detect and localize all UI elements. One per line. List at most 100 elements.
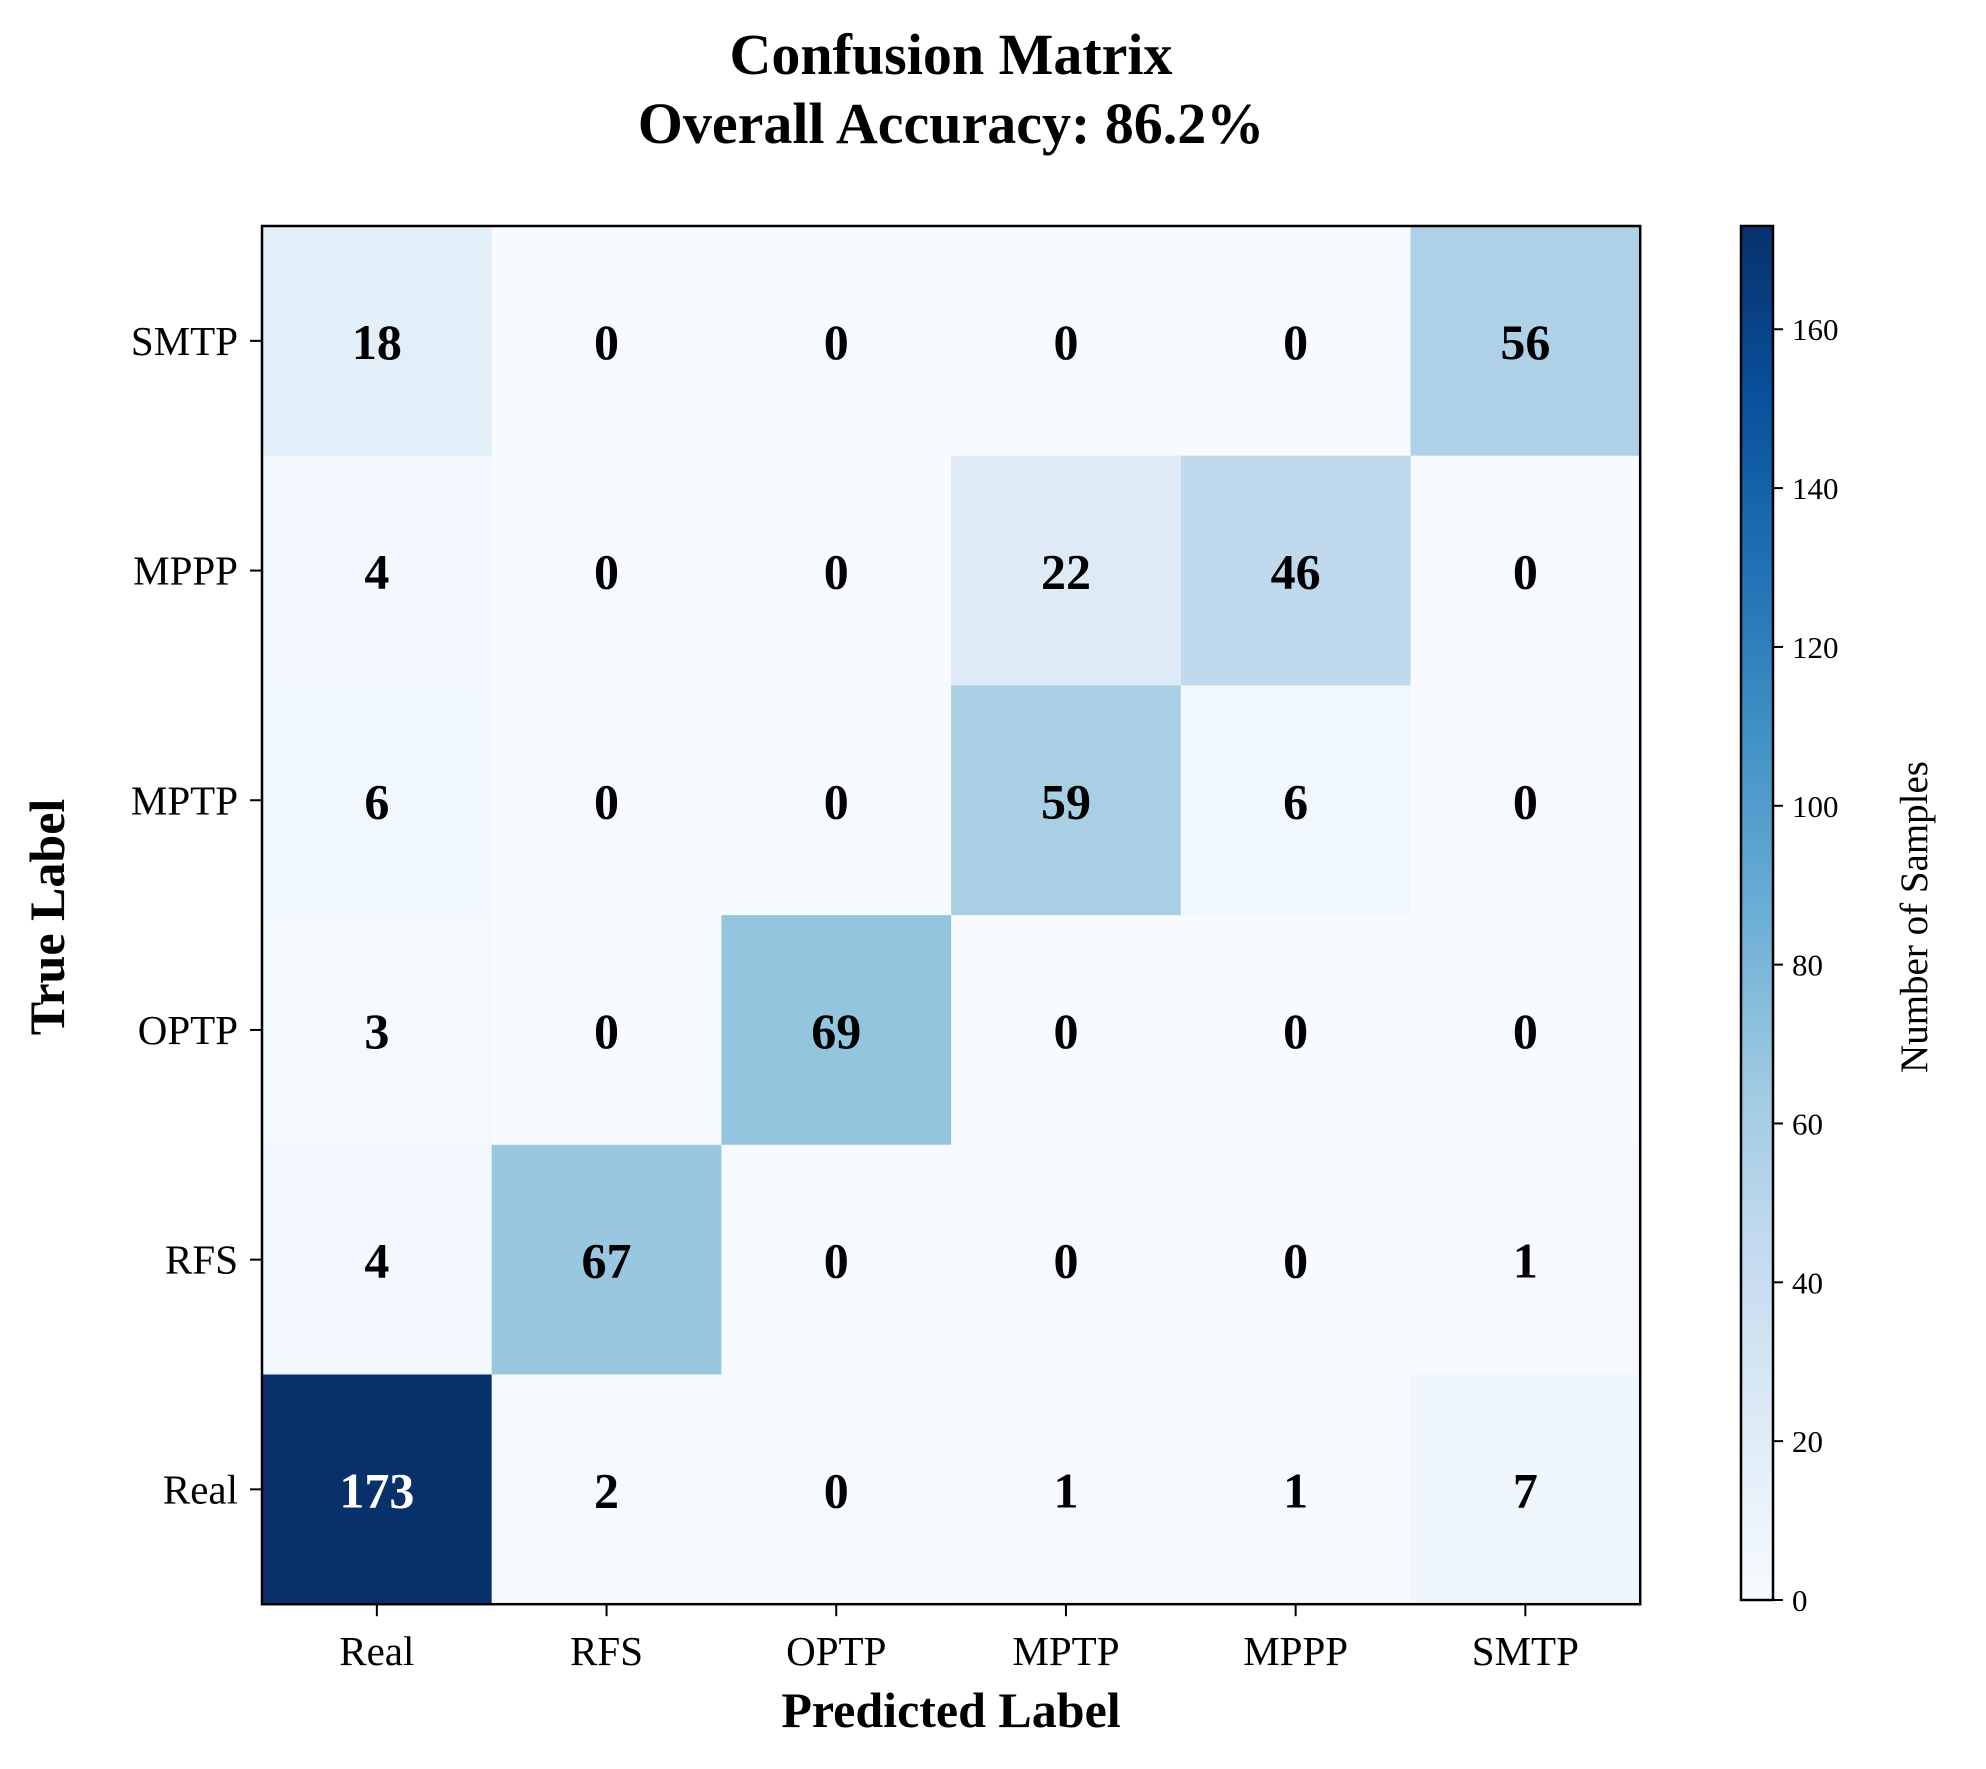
cell-value-label: 0 (1283, 1003, 1308, 1059)
heatmap-cell (262, 1374, 493, 1605)
cell-value-label: 56 (1500, 314, 1550, 370)
plot-frame (260, 224, 1642, 1606)
heatmap-cell (1180, 226, 1412, 457)
cell-value-label: 0 (594, 544, 619, 600)
heatmap-cell (951, 226, 1182, 457)
heatmap-cell (1410, 226, 1641, 457)
colorbar-tick-label: 60 (1792, 1106, 1823, 1141)
y-tick-label: OPTP (138, 1007, 238, 1053)
heatmap-cell (1180, 685, 1412, 916)
heatmap-cell (1180, 1144, 1412, 1376)
cell-value-label: 18 (352, 314, 402, 370)
heatmap-cell (262, 455, 493, 686)
cell-value-label: 46 (1271, 544, 1321, 600)
heatmap-cell-labels: 18 0 0 0 0 56 4 0 0 22 46 0 6 0 0 59 6 0 3 0 69 0 0 0 4 67 0 0 0 1 173… (339, 314, 1550, 1518)
colorbar-tick-label: 100 (1792, 789, 1839, 824)
heatmap-cell (491, 226, 722, 457)
heatmap-cell (491, 915, 722, 1146)
colorbar-tick-label: 160 (1792, 312, 1839, 347)
y-tick-label: Real (163, 1466, 238, 1512)
cell-value-label: 0 (1053, 314, 1078, 370)
cell-value-label: 0 (824, 1233, 849, 1289)
cell-value-label: 1 (1053, 1462, 1078, 1518)
heatmap-cell (1180, 1374, 1412, 1605)
heatmap-cell (721, 915, 952, 1146)
chart-title-line2: Overall Accuracy: 86.2% (638, 91, 1265, 156)
heatmap-cell (721, 455, 952, 686)
cell-value-label: 0 (1513, 544, 1538, 600)
y-tick-label: MPPP (133, 548, 238, 594)
cell-value-label: 67 (582, 1233, 632, 1289)
x-axis-label: Predicted Label (781, 1682, 1120, 1738)
y-tick-label: MPTP (131, 777, 238, 823)
heatmap-cell (262, 915, 493, 1146)
x-tick-label: MPTP (1012, 1628, 1119, 1674)
heatmap-cell (951, 915, 1182, 1146)
cell-value-label: 4 (364, 1233, 389, 1289)
cell-value-label: 0 (1283, 1233, 1308, 1289)
x-tick-label: Real (339, 1628, 414, 1674)
heatmap-cell (491, 1374, 722, 1605)
cell-value-label: 6 (1283, 773, 1308, 829)
heatmap-cell (1180, 915, 1412, 1146)
heatmap-cell (1180, 455, 1412, 686)
cell-value-label: 2 (594, 1462, 619, 1518)
cell-value-label: 0 (824, 314, 849, 370)
cell-value-label: 1 (1283, 1462, 1308, 1518)
heatmap-cells (262, 226, 1641, 1605)
cell-value-label: 0 (1513, 773, 1538, 829)
x-tick-label: MPPP (1243, 1628, 1348, 1674)
colorbar-label: Number of Samples (1893, 761, 1936, 1073)
y-tick-label: RFS (165, 1237, 238, 1283)
cell-value-label: 59 (1041, 773, 1091, 829)
heatmap-cell (721, 1374, 952, 1605)
heatmap-cell (951, 1374, 1182, 1605)
heatmap-cell (721, 226, 952, 457)
y-axis-label: True Label (19, 799, 75, 1036)
colorbar-tick-label: 80 (1792, 948, 1823, 983)
cell-value-label: 173 (339, 1462, 414, 1518)
heatmap-cell (262, 685, 493, 916)
colorbar-tick-label: 40 (1792, 1265, 1823, 1300)
cell-value-label: 6 (364, 773, 389, 829)
colorbar-tick-label: 0 (1792, 1583, 1808, 1618)
colorbar-tick-label: 120 (1792, 630, 1839, 665)
heatmap-cell (951, 1144, 1182, 1376)
x-tick-label: OPTP (786, 1628, 886, 1674)
heatmap-cell (951, 685, 1182, 916)
y-tick-label: SMTP (131, 318, 238, 364)
heatmap-cell (491, 1144, 722, 1376)
cell-value-label: 0 (824, 773, 849, 829)
colorbar-ticks: 0 20 40 60 80 100 120 140 160 (1773, 312, 1839, 1618)
heatmap-cell (1410, 455, 1641, 686)
cell-value-label: 0 (594, 1003, 619, 1059)
colorbar-tick-label: 140 (1792, 471, 1839, 506)
heatmap-cell (262, 1144, 493, 1376)
x-tick-label: RFS (570, 1628, 643, 1674)
y-axis-ticks: SMTP MPPP MPTP OPTP RFS Real (131, 318, 262, 1512)
cell-value-label: 3 (364, 1003, 389, 1059)
heatmap-cell (1410, 1374, 1641, 1605)
x-tick-label: SMTP (1472, 1628, 1579, 1674)
cell-value-label: 0 (824, 544, 849, 600)
heatmap-cell (721, 685, 952, 916)
cell-value-label: 22 (1041, 544, 1091, 600)
colorbar (1739, 224, 1775, 1602)
heatmap-cell (1410, 1144, 1641, 1376)
heatmap-cell (1410, 915, 1641, 1146)
cell-value-label: 0 (1513, 1003, 1538, 1059)
chart-title-line1: Confusion Matrix (729, 22, 1172, 87)
cell-value-label: 0 (1283, 314, 1308, 370)
cell-value-label: 4 (364, 544, 389, 600)
cell-value-label: 0 (824, 1462, 849, 1518)
cell-value-label: 69 (811, 1003, 861, 1059)
heatmap-cell (1410, 685, 1641, 916)
colorbar-tick-label: 20 (1792, 1424, 1823, 1459)
heatmap-cell (262, 226, 493, 457)
heatmap-cell (951, 455, 1182, 686)
cell-value-label: 0 (1053, 1233, 1078, 1289)
cell-value-label: 1 (1513, 1233, 1538, 1289)
x-axis-ticks: Real RFS OPTP MPTP MPPP SMTP (339, 1604, 1579, 1674)
cell-value-label: 0 (594, 773, 619, 829)
